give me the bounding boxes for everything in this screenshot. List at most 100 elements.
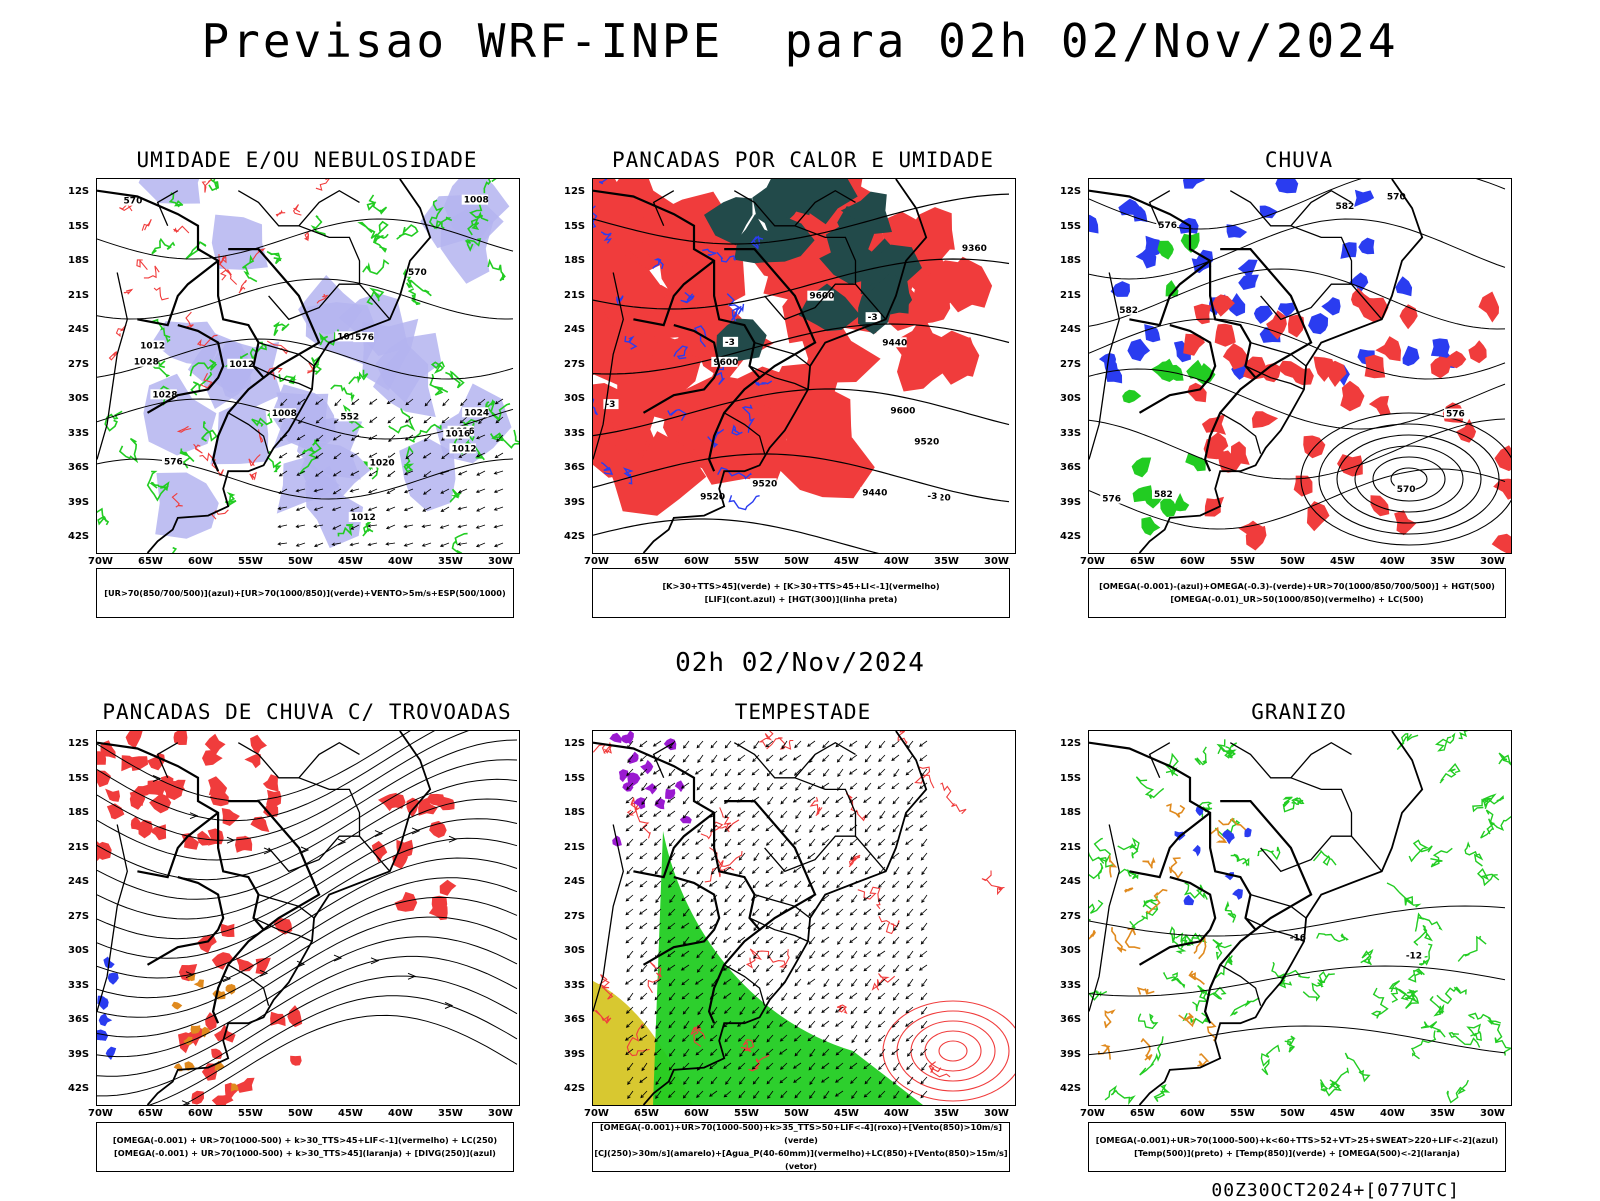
- temp850-green: [1405, 989, 1420, 1010]
- wind-vector: [864, 754, 872, 763]
- convection-red: [593, 254, 668, 339]
- height-contour: [593, 453, 1010, 503]
- wind-vector: [404, 416, 414, 423]
- temp850-green: [1224, 900, 1237, 923]
- convection-red: [611, 357, 684, 430]
- wind-vector: [807, 964, 816, 972]
- wind-vector: [905, 824, 914, 831]
- temp850-green: [1458, 731, 1469, 740]
- contour-label: 1012: [140, 341, 165, 351]
- lif-contour: [615, 295, 624, 306]
- border-line: [156, 742, 179, 779]
- latitude-label: 33S: [68, 979, 90, 991]
- wind-vector: [385, 542, 396, 546]
- wind-vector: [332, 470, 342, 477]
- wind-vector: [625, 796, 634, 804]
- wind-vector: [625, 936, 634, 944]
- wind-vector: [792, 866, 802, 873]
- rain-red: [1430, 356, 1452, 379]
- wind-vector: [295, 488, 306, 493]
- wind-vector: [751, 866, 760, 874]
- wind-vector: [836, 754, 844, 763]
- wind-vector: [421, 542, 432, 547]
- wind-vector: [766, 1034, 774, 1043]
- wind-vector: [737, 964, 746, 972]
- wind-vector: [918, 964, 928, 971]
- legend-line: [OMEGA(-0.001) + UR>70(1000-500) + k>30_…: [114, 1148, 496, 1158]
- rh-contour-green: [348, 369, 369, 385]
- latitude-label: 15S: [68, 220, 90, 232]
- thickness-contour-red: [201, 179, 212, 193]
- wind-vector: [809, 1090, 816, 1099]
- rh-contour-green: [374, 233, 389, 244]
- wind-vector: [350, 524, 360, 530]
- omega-orange: [1108, 855, 1118, 878]
- wind-vector: [724, 824, 732, 833]
- wind-vector: [669, 740, 676, 749]
- rain-red: [1209, 432, 1229, 460]
- wind-vector: [821, 950, 830, 957]
- wind-vector: [696, 1090, 704, 1099]
- wind-vector: [767, 796, 774, 805]
- border-line: [754, 893, 811, 919]
- wind-vector: [793, 1034, 802, 1042]
- wind-vector: [496, 434, 504, 443]
- wind-vector: [752, 1048, 760, 1057]
- geopotential-contour: [1089, 418, 1506, 480]
- shower-red: [290, 1055, 302, 1066]
- streamline-arrow: [370, 957, 380, 965]
- latitude-label: 27S: [564, 910, 586, 922]
- legend-line: [Temp(500)](preto) + [Temp(850)](verde) …: [1134, 1148, 1460, 1158]
- wind-vector: [752, 936, 760, 945]
- border-line: [1089, 189, 1258, 472]
- wind-vector: [332, 434, 342, 441]
- thickness-contour-red: [141, 219, 152, 231]
- wind-vector: [905, 1006, 914, 1014]
- pw-contour-red: [878, 915, 900, 935]
- latitude-label: 36S: [68, 462, 90, 473]
- wind-vector: [863, 1048, 872, 1056]
- omega-orange: [1142, 856, 1156, 869]
- wind-vector: [795, 824, 802, 833]
- wind-vector: [767, 1090, 774, 1099]
- wind-vector: [737, 754, 746, 762]
- wind-vector: [681, 992, 690, 1000]
- wind-vector: [921, 866, 928, 876]
- thickness-contour-red: [196, 334, 218, 347]
- border-line: [749, 917, 809, 942]
- wind-vector: [476, 506, 486, 512]
- temp850-green: [1169, 926, 1187, 955]
- wind-vector: [863, 768, 872, 775]
- wind-vector: [808, 908, 816, 917]
- contour-label-bg: [750, 478, 777, 489]
- rain-blue: [1340, 242, 1357, 259]
- geopotential-contour: [1089, 368, 1506, 430]
- wind-vector: [710, 964, 718, 972]
- omega-orange: [1210, 826, 1228, 843]
- wind-vector: [753, 852, 760, 862]
- wind-vector: [905, 964, 914, 972]
- wind-vector: [738, 894, 746, 903]
- longitude-label: 55W: [238, 556, 263, 567]
- border-line: [764, 835, 856, 873]
- wind-vector: [653, 782, 662, 789]
- thickness-contour-red: [316, 294, 329, 304]
- contour-label-bg: [1403, 950, 1425, 961]
- wind-vector: [821, 1076, 830, 1083]
- longitude-label: 65W: [138, 1108, 163, 1119]
- wind-vector: [878, 1090, 886, 1098]
- thickness-contour-red: [304, 231, 310, 242]
- wind-vector: [422, 506, 432, 512]
- temp850-green: [1089, 899, 1104, 921]
- wind-vector: [765, 824, 774, 832]
- longitude-label: 45W: [338, 556, 363, 567]
- wind-vector: [723, 1062, 732, 1069]
- wind-vector: [752, 754, 760, 763]
- wind-vector: [475, 488, 486, 493]
- wind-vector: [655, 894, 662, 904]
- panel-legend: [OMEGA(-0.001)+UR>70(1000-500)+k<60+TTS>…: [1088, 1122, 1506, 1172]
- wind-vector: [921, 922, 928, 931]
- wind-vector: [808, 838, 816, 847]
- wind-vector: [765, 880, 774, 887]
- wind-vector: [879, 1048, 886, 1058]
